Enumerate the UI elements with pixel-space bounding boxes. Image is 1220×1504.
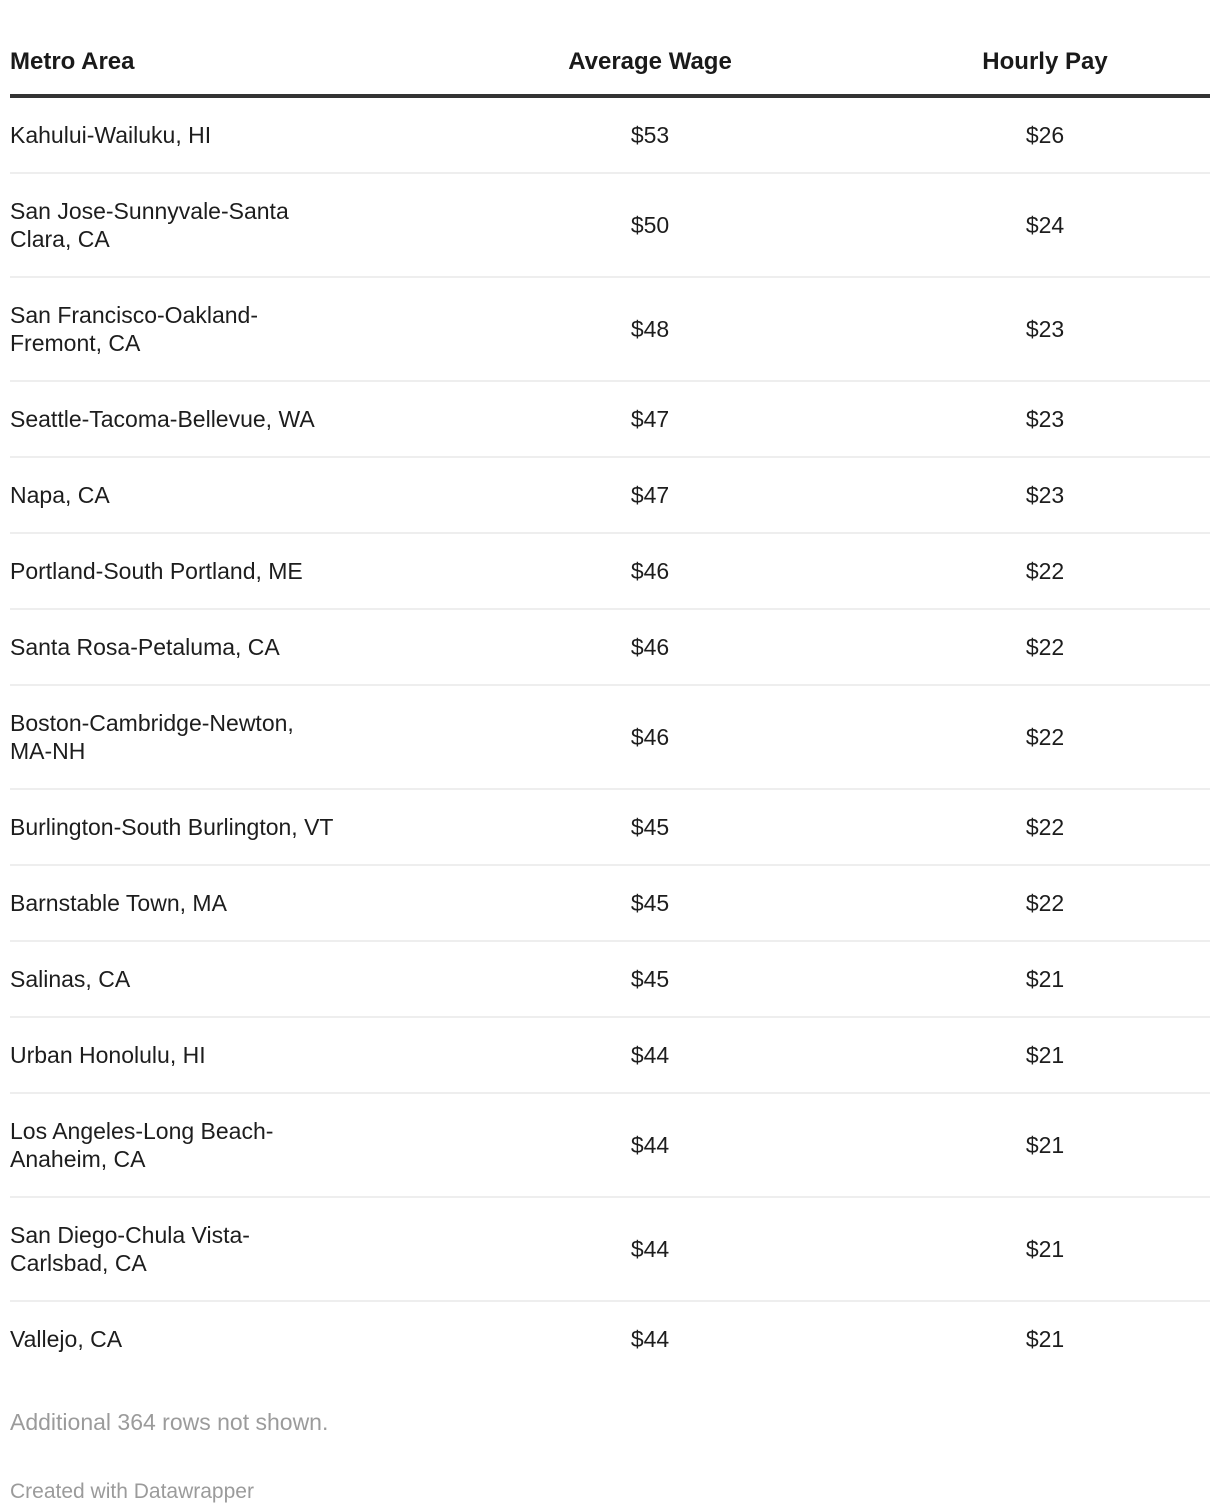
table-row: Vallejo, CA $44 $21 xyxy=(10,1301,1210,1376)
metro-area-cell: Vallejo, CA xyxy=(10,1326,123,1352)
hourly-pay-cell: $24 xyxy=(1025,212,1065,238)
metro-area-cell: Boston-Cambridge-Newton, MA-NH xyxy=(10,710,294,764)
table-row: Barnstable Town, MA $45 $22 xyxy=(10,865,1210,941)
metro-area-cell: Barnstable Town, MA xyxy=(10,890,227,916)
table-row: Los Angeles-Long Beach- Anaheim, CA $44 … xyxy=(10,1093,1210,1197)
table-row: Salinas, CA $45 $21 xyxy=(10,941,1210,1017)
hourly-pay-cell: $22 xyxy=(1025,724,1065,750)
header-row: Metro Area Average Wage Hourly Pay xyxy=(10,28,1210,96)
hourly-pay-cell: $22 xyxy=(1025,890,1065,916)
table-row: Boston-Cambridge-Newton, MA-NH $46 $22 xyxy=(10,685,1210,789)
table-row: Seattle-Tacoma-Bellevue, WA $47 $23 xyxy=(10,381,1210,457)
average-wage-cell: $45 xyxy=(630,966,670,992)
column-header-metro-area: Metro Area xyxy=(10,48,135,75)
average-wage-cell: $50 xyxy=(630,212,670,238)
metro-area-cell: Napa, CA xyxy=(10,482,110,508)
metro-area-cell: Urban Honolulu, HI xyxy=(10,1042,206,1068)
metro-area-cell: Portland-South Portland, ME xyxy=(10,558,303,584)
metro-area-cell: Burlington-South Burlington, VT xyxy=(10,814,334,840)
average-wage-cell: $44 xyxy=(630,1132,670,1158)
hourly-pay-cell: $23 xyxy=(1025,316,1065,342)
average-wage-cell: $46 xyxy=(630,558,670,584)
table-row: San Jose-Sunnyvale-Santa Clara, CA $50 $… xyxy=(10,173,1210,277)
average-wage-cell: $46 xyxy=(630,724,670,750)
hourly-pay-cell: $22 xyxy=(1025,634,1065,660)
column-header-hourly-pay: Hourly Pay xyxy=(982,48,1108,75)
hourly-pay-cell: $21 xyxy=(1025,1326,1065,1352)
average-wage-cell: $44 xyxy=(630,1042,670,1068)
average-wage-cell: $53 xyxy=(630,122,670,148)
hourly-pay-cell: $22 xyxy=(1025,814,1065,840)
metro-area-cell: Kahului-Wailuku, HI xyxy=(10,122,212,148)
hourly-pay-cell: $23 xyxy=(1025,406,1065,432)
datawrapper-attribution-link[interactable]: Created with Datawrapper xyxy=(10,1480,254,1503)
hourly-pay-cell: $21 xyxy=(1025,966,1065,992)
hourly-pay-cell: $21 xyxy=(1025,1236,1065,1262)
metro-area-cell: Salinas, CA xyxy=(10,966,131,992)
table-row: Santa Rosa-Petaluma, CA $46 $22 xyxy=(10,609,1210,685)
table-row: San Francisco-Oakland- Fremont, CA $48 $… xyxy=(10,277,1210,381)
table-header: Metro Area Average Wage Hourly Pay xyxy=(10,28,1210,96)
table-row: Kahului-Wailuku, HI $53 $26 xyxy=(10,96,1210,173)
hourly-pay-cell: $23 xyxy=(1025,482,1065,508)
average-wage-cell: $44 xyxy=(630,1236,670,1262)
table-row: Napa, CA $47 $23 xyxy=(10,457,1210,533)
hourly-pay-cell: $22 xyxy=(1025,558,1065,584)
average-wage-cell: $45 xyxy=(630,890,670,916)
hourly-pay-cell: $21 xyxy=(1025,1132,1065,1158)
metro-area-cell: Seattle-Tacoma-Bellevue, WA xyxy=(10,406,315,432)
table-row: Portland-South Portland, ME $46 $22 xyxy=(10,533,1210,609)
metro-area-cell: San Jose-Sunnyvale-Santa Clara, CA xyxy=(10,198,289,252)
table-body: Kahului-Wailuku, HI $53 $26 San Jose-Sun… xyxy=(10,96,1210,1376)
average-wage-cell: $47 xyxy=(630,482,670,508)
average-wage-cell: $47 xyxy=(630,406,670,432)
average-wage-cell: $45 xyxy=(630,814,670,840)
table-row: Urban Honolulu, HI $44 $21 xyxy=(10,1017,1210,1093)
metro-area-cell: Santa Rosa-Petaluma, CA xyxy=(10,634,280,660)
hourly-pay-cell: $21 xyxy=(1025,1042,1065,1068)
table-row: Burlington-South Burlington, VT $45 $22 xyxy=(10,789,1210,865)
wage-table: Metro Area Average Wage Hourly Pay Kahul… xyxy=(10,28,1210,1376)
column-header-average-wage: Average Wage xyxy=(568,48,732,75)
average-wage-cell: $44 xyxy=(630,1326,670,1352)
metro-area-cell: Los Angeles-Long Beach- Anaheim, CA xyxy=(10,1118,274,1172)
average-wage-cell: $46 xyxy=(630,634,670,660)
average-wage-cell: $48 xyxy=(630,316,670,342)
hourly-pay-cell: $26 xyxy=(1025,122,1065,148)
metro-area-cell: San Diego-Chula Vista- Carlsbad, CA xyxy=(10,1222,250,1276)
metro-area-cell: San Francisco-Oakland- Fremont, CA xyxy=(10,302,258,356)
table-row: San Diego-Chula Vista- Carlsbad, CA $44 … xyxy=(10,1197,1210,1301)
rows-not-shown-note: Additional 364 rows not shown. xyxy=(10,1409,329,1435)
